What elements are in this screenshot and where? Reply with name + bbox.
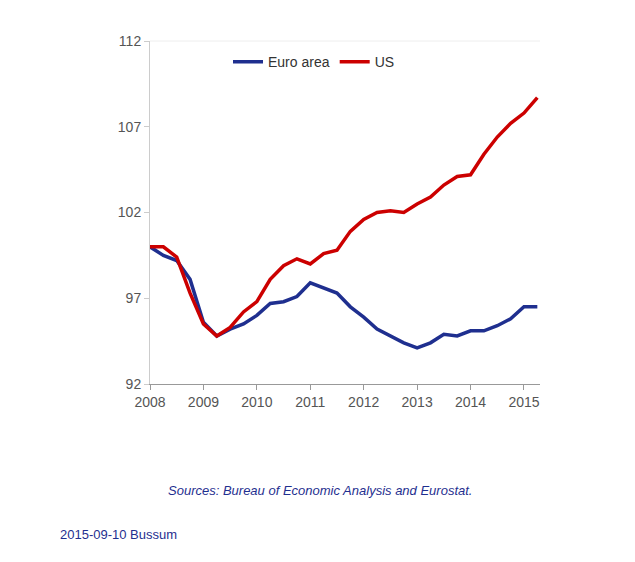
svg-text:2015-09-10 Bussum: 2015-09-10 Bussum <box>60 527 177 542</box>
svg-text:US: US <box>375 54 394 70</box>
svg-text:2012: 2012 <box>348 394 379 410</box>
svg-text:2014: 2014 <box>455 394 486 410</box>
svg-text:92: 92 <box>126 376 142 392</box>
svg-text:2011: 2011 <box>295 394 325 410</box>
svg-text:97: 97 <box>126 290 142 306</box>
svg-text:Sources: Bureau of Economic An: Sources: Bureau of Economic Analysis and… <box>168 483 472 498</box>
svg-text:2013: 2013 <box>402 394 433 410</box>
svg-text:107: 107 <box>118 119 142 135</box>
svg-text:112: 112 <box>119 33 142 49</box>
svg-text:Euro area: Euro area <box>268 54 330 70</box>
svg-text:2010: 2010 <box>241 394 272 410</box>
svg-text:2009: 2009 <box>188 394 219 410</box>
svg-text:102: 102 <box>118 204 142 220</box>
svg-text:2015: 2015 <box>508 394 539 410</box>
svg-text:2008: 2008 <box>134 394 165 410</box>
